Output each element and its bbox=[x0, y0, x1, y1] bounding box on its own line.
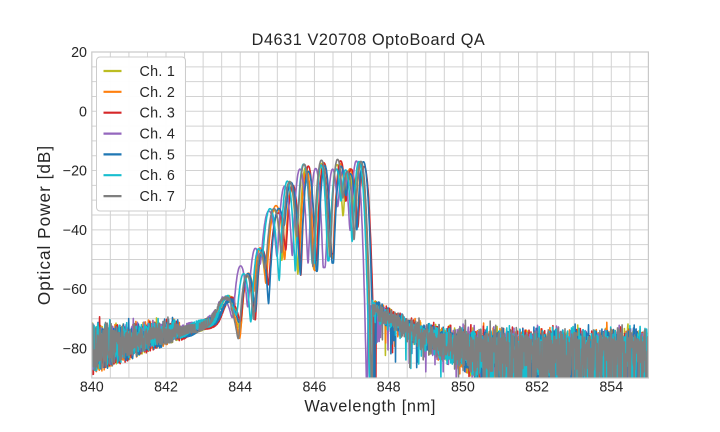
svg-text:0: 0 bbox=[79, 104, 87, 120]
svg-text:−80: −80 bbox=[63, 341, 87, 357]
svg-text:Ch. 4: Ch. 4 bbox=[140, 127, 176, 143]
svg-text:−60: −60 bbox=[63, 282, 87, 298]
svg-text:20: 20 bbox=[71, 45, 87, 61]
svg-text:842: 842 bbox=[154, 380, 178, 396]
svg-text:−40: −40 bbox=[63, 223, 87, 239]
svg-text:Ch. 6: Ch. 6 bbox=[140, 168, 176, 184]
svg-text:D4631 V20708 OptoBoard QA: D4631 V20708 OptoBoard QA bbox=[252, 31, 486, 49]
svg-text:−20: −20 bbox=[63, 164, 87, 180]
svg-text:850: 850 bbox=[451, 380, 475, 396]
svg-text:Wavelength [nm]: Wavelength [nm] bbox=[304, 398, 436, 416]
svg-text:848: 848 bbox=[377, 380, 401, 396]
svg-text:854: 854 bbox=[599, 380, 623, 396]
svg-text:Ch. 1: Ch. 1 bbox=[140, 64, 176, 80]
svg-text:Ch. 2: Ch. 2 bbox=[140, 85, 176, 101]
svg-text:846: 846 bbox=[302, 380, 326, 396]
svg-text:852: 852 bbox=[525, 380, 549, 396]
svg-text:Optical Power [dB]: Optical Power [dB] bbox=[34, 145, 54, 305]
svg-text:Ch. 3: Ch. 3 bbox=[140, 106, 176, 122]
svg-text:844: 844 bbox=[228, 380, 252, 396]
svg-text:Ch. 5: Ch. 5 bbox=[140, 147, 176, 163]
svg-text:Ch. 7: Ch. 7 bbox=[140, 189, 176, 205]
svg-text:840: 840 bbox=[80, 380, 104, 396]
